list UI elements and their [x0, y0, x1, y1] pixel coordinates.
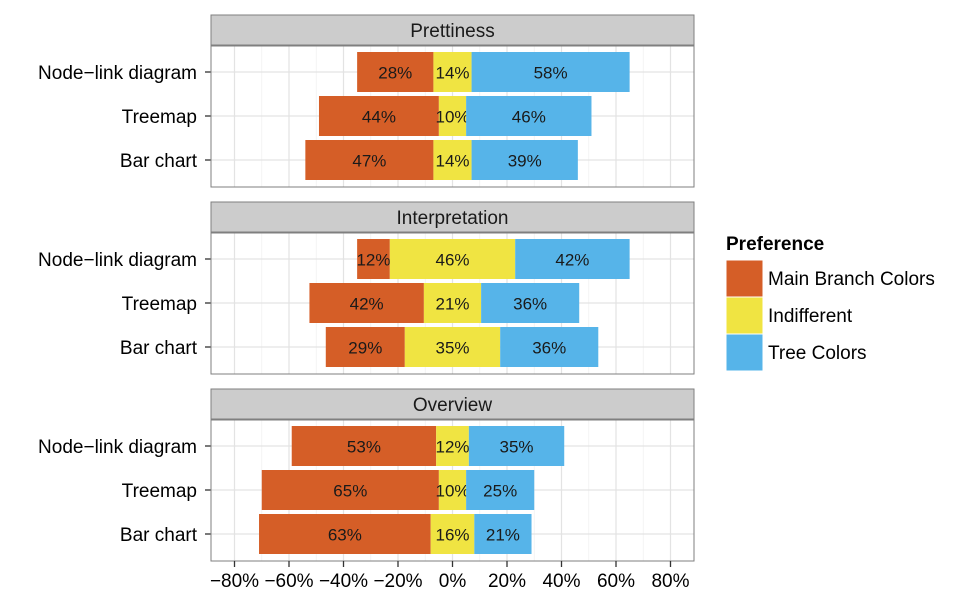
data-label: 12% — [435, 438, 469, 457]
bar-segment — [305, 140, 434, 180]
data-label: 10% — [435, 108, 469, 127]
bar-segment — [325, 327, 405, 367]
x-tick-label: 60% — [597, 571, 635, 592]
data-label: 28% — [378, 64, 412, 83]
bar-segment — [433, 140, 472, 180]
bar-segment — [423, 283, 482, 323]
data-label: 46% — [435, 251, 469, 270]
bar-segment — [438, 470, 467, 510]
bar-segment — [468, 426, 565, 466]
data-label: 35% — [435, 339, 469, 358]
data-label: 14% — [435, 152, 469, 171]
bar-segment — [436, 426, 469, 466]
data-label: 65% — [333, 482, 367, 501]
legend-label: Main Branch Colors — [768, 269, 935, 290]
y-tick-label: Bar chart — [120, 151, 198, 172]
data-label: 29% — [348, 339, 382, 358]
bar-segment — [471, 140, 578, 180]
bar-segment — [430, 514, 475, 554]
data-label: 16% — [435, 526, 469, 545]
data-label: 14% — [435, 64, 469, 83]
x-tick-label: −40% — [319, 571, 368, 592]
data-label: 21% — [486, 526, 520, 545]
x-tick-label: −80% — [210, 571, 259, 592]
legend-key — [725, 296, 764, 335]
bar-segment — [466, 96, 592, 136]
data-label: 35% — [500, 438, 534, 457]
facet-title: Prettiness — [410, 21, 494, 42]
y-tick-label: Node−link diagram — [38, 437, 197, 458]
y-tick-label: Bar chart — [120, 338, 198, 359]
bar-segment — [515, 239, 630, 279]
bar-segment — [433, 52, 472, 92]
x-tick-label: 80% — [651, 571, 689, 592]
y-tick-label: Node−link diagram — [38, 63, 197, 84]
y-tick-label: Bar chart — [120, 525, 198, 546]
y-tick-label: Treemap — [122, 481, 197, 502]
legend-title: Preference — [726, 234, 824, 255]
facet-title: Overview — [413, 395, 492, 416]
panel-border — [210, 232, 695, 375]
bar-segment — [404, 327, 501, 367]
data-label: 46% — [512, 108, 546, 127]
data-label: 25% — [483, 482, 517, 501]
y-tick-label: Treemap — [122, 294, 197, 315]
data-label: 36% — [513, 295, 547, 314]
bar-segment — [357, 239, 390, 279]
data-label: 58% — [534, 64, 568, 83]
bar-segment — [471, 52, 630, 92]
bar-segment — [259, 514, 431, 554]
y-tick-label: Node−link diagram — [38, 250, 197, 271]
data-label: 42% — [350, 295, 384, 314]
bar-segment — [500, 327, 599, 367]
panel-border — [210, 45, 695, 188]
bar-segment — [474, 514, 532, 554]
facet-strip — [210, 201, 695, 233]
data-label: 47% — [352, 152, 386, 171]
x-tick-label: 0% — [439, 571, 467, 592]
legend-key — [725, 259, 764, 298]
bar-segment — [466, 470, 535, 510]
facet-strip — [210, 388, 695, 420]
x-tick-label: 40% — [542, 571, 580, 592]
bar-segment — [481, 283, 580, 323]
bar-segment — [318, 96, 439, 136]
bar-segment — [291, 426, 437, 466]
data-label: 12% — [356, 251, 390, 270]
data-label: 39% — [508, 152, 542, 171]
y-tick-label: Treemap — [122, 107, 197, 128]
bar-segment — [309, 283, 424, 323]
data-label: 44% — [362, 108, 396, 127]
data-label: 36% — [532, 339, 566, 358]
x-tick-label: −60% — [264, 571, 313, 592]
data-label: 53% — [347, 438, 381, 457]
legend-label: Tree Colors — [768, 343, 867, 364]
bar-segment — [261, 470, 439, 510]
bar-segment — [389, 239, 516, 279]
facet-title: Interpretation — [397, 208, 509, 229]
data-label: 10% — [435, 482, 469, 501]
data-label: 42% — [555, 251, 589, 270]
x-tick-label: 20% — [488, 571, 526, 592]
legend-key — [725, 333, 764, 372]
legend-label: Indifferent — [768, 306, 853, 327]
data-label: 63% — [328, 526, 362, 545]
bar-segment — [438, 96, 467, 136]
facet-strip — [210, 14, 695, 46]
x-tick-label: −20% — [373, 571, 422, 592]
bar-segment — [357, 52, 434, 92]
data-label: 21% — [435, 295, 469, 314]
